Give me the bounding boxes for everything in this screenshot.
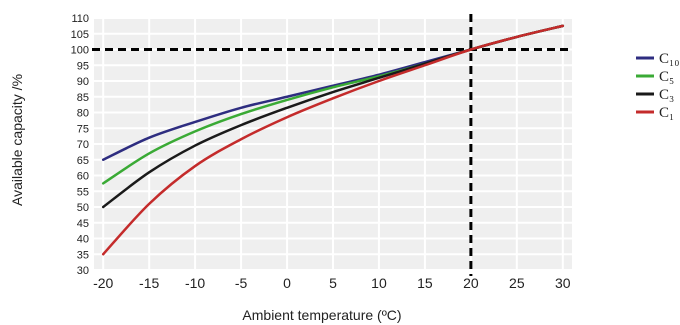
x-tick-label: 15 — [417, 275, 433, 291]
x-tick-label: 25 — [509, 275, 525, 291]
y-tick-label: 55 — [77, 186, 89, 198]
series-lines — [101, 24, 565, 256]
x-axis-ticks: ‑20 ‑15 ‑10 ‑5 0 5 10 15 20 25 30 — [93, 275, 571, 291]
y-tick-label: 75 — [77, 123, 89, 135]
y-tick-label: 30 — [77, 265, 89, 277]
reference-lines — [92, 14, 572, 276]
legend-label: C₁ — [659, 105, 674, 121]
y-tick-label: 105 — [71, 29, 89, 41]
legend-label: C₅ — [659, 69, 674, 85]
y-tick-label: 95 — [77, 60, 89, 72]
x-tick-label: 30 — [555, 275, 571, 291]
x-tick-label: 0 — [283, 275, 291, 291]
y-tick-label: 50 — [77, 202, 89, 214]
legend-label: C₃ — [659, 87, 674, 103]
y-tick-label: 35 — [77, 249, 89, 261]
legend-label: C₁₀ — [659, 51, 679, 67]
x-axis-title: Ambient temperature (ºC) — [242, 307, 401, 323]
x-tick-label: 20 — [463, 275, 479, 291]
y-tick-label: 60 — [77, 171, 89, 183]
x-tick-label: ‑10 — [185, 275, 205, 291]
y-tick-label: 40 — [77, 234, 89, 246]
x-tick-label: 10 — [371, 275, 387, 291]
y-tick-label: 45 — [77, 218, 89, 230]
x-tick-label: ‑5 — [235, 275, 248, 291]
y-axis-title: Available capacity /% — [9, 74, 25, 206]
y-tick-label: 70 — [77, 139, 89, 151]
y-tick-label: 85 — [77, 92, 89, 104]
y-tick-label: 110 — [71, 13, 89, 25]
y-tick-label: 65 — [77, 155, 89, 167]
x-tick-label: 5 — [329, 275, 337, 291]
y-axis-ticks: 30 35 40 45 50 55 60 65 70 75 80 85 90 95 100 105 110 — [71, 13, 89, 277]
y-tick-label: 100 — [71, 45, 89, 57]
y-tick-label: 90 — [77, 76, 89, 88]
series-line-3 — [101, 24, 565, 256]
legend: C₁₀ C₅ C₃ C₁ — [636, 51, 679, 121]
x-tick-label: ‑15 — [139, 275, 159, 291]
x-tick-label: ‑20 — [93, 275, 113, 291]
y-tick-label: 80 — [77, 108, 89, 120]
